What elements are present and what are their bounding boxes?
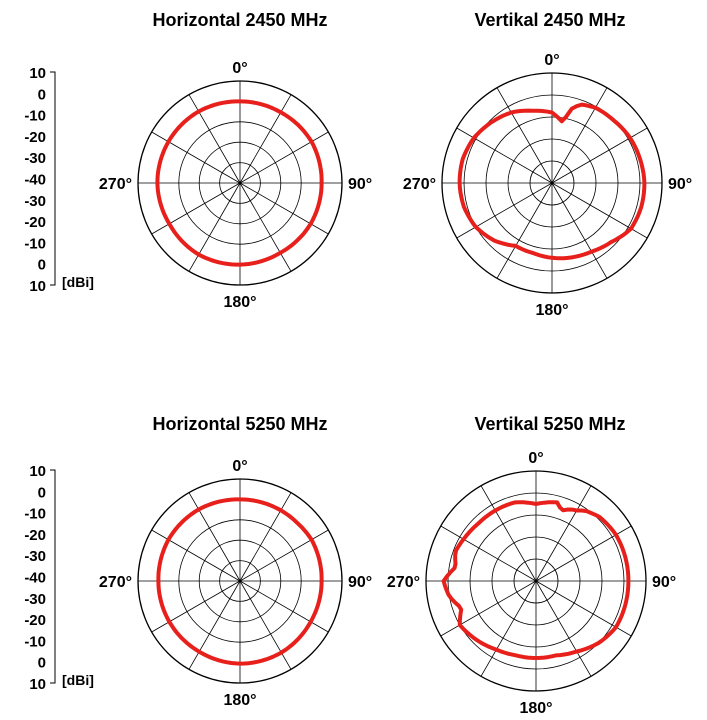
- grid-spoke: [551, 127, 648, 184]
- scale-tick-label: -30: [24, 150, 46, 167]
- angle-label-0: 0°: [232, 60, 247, 77]
- grid-spoke: [239, 131, 329, 184]
- scale-tick-label: 0: [38, 655, 46, 672]
- scale-tick-label: -10: [24, 506, 46, 523]
- grid-spoke: [496, 87, 553, 184]
- grid-spoke: [188, 94, 241, 184]
- angle-label-90: 90°: [348, 574, 372, 591]
- angle-label-90: 90°: [668, 176, 692, 193]
- chart-title: Vertikal 2450 MHz: [474, 10, 625, 30]
- scale-tick-label: -30: [24, 193, 46, 210]
- chart-title: Vertikal 5250 MHz: [474, 414, 625, 434]
- polar-chart-vertikal-5250: Vertikal 5250 MHz 0° 90° 180° 270°: [387, 414, 676, 717]
- angle-label-270: 270°: [403, 176, 436, 193]
- grid-spoke: [151, 580, 241, 633]
- pattern-series-line: [441, 500, 631, 660]
- grid-spoke: [239, 94, 292, 184]
- scale-tick-label: 0: [38, 86, 46, 103]
- grid-spoke: [239, 580, 292, 670]
- scale-tick-label: 10: [29, 278, 46, 295]
- scale-tick-label: -40: [24, 172, 46, 189]
- grid-spoke: [551, 87, 608, 184]
- scale-tick-label: -20: [24, 612, 46, 629]
- angle-label-270: 270°: [387, 574, 420, 591]
- grid-spoke: [239, 529, 329, 582]
- angle-label-0: 0°: [232, 458, 247, 475]
- grid-spoke: [440, 580, 537, 637]
- polar-chart-horizontal-2450: Horizontal 2450 MHz 0° 90° 180° 270°: [99, 10, 372, 311]
- scale-tick-label: -10: [24, 108, 46, 125]
- grid-spoke: [188, 580, 241, 670]
- scale-tick-label: -20: [24, 527, 46, 544]
- scale-tick-label: 10: [29, 676, 46, 693]
- angle-label-180: 180°: [223, 692, 256, 709]
- grid-spoke: [239, 182, 292, 272]
- scale-tick-label: -20: [24, 214, 46, 231]
- angle-label-0: 0°: [544, 52, 559, 69]
- pattern-series-line: [156, 497, 324, 666]
- scale-tick-label: -30: [24, 591, 46, 608]
- grid-spoke: [239, 580, 329, 633]
- grid-spoke: [440, 525, 537, 582]
- angle-label-90: 90°: [652, 574, 676, 591]
- angle-label-270: 270°: [99, 574, 132, 591]
- grid-spoke: [239, 492, 292, 582]
- dbi-scale-bottom: 10 0 -10 -20 -30 -40 -30 -20 -10 0 10 [dBi]: [24, 463, 94, 693]
- grid-spoke: [188, 182, 241, 272]
- chart-title: Horizontal 5250 MHz: [152, 414, 327, 434]
- dbi-scale-top: 10 0 -10 -20 -30 -40 -30 -20 -10 0 10 [dBi]: [24, 65, 94, 295]
- chart-title: Horizontal 2450 MHz: [152, 10, 327, 30]
- scale-tick-label: -20: [24, 129, 46, 146]
- grid-spoke: [456, 127, 553, 184]
- grid-spoke: [151, 529, 241, 582]
- grid-spoke: [535, 580, 592, 677]
- grid-spoke: [151, 131, 241, 184]
- scale-tick-label: -30: [24, 548, 46, 565]
- scale-bracket: [50, 469, 56, 684]
- angle-label-90: 90°: [348, 176, 372, 193]
- pattern-series-line: [155, 99, 324, 267]
- scale-unit-label: [dBi]: [62, 274, 94, 290]
- grid-spoke: [456, 182, 553, 239]
- scale-tick-label: -10: [24, 235, 46, 252]
- polar-chart-horizontal-5250: Horizontal 5250 MHz 0° 90° 180° 270°: [99, 414, 372, 709]
- angle-label-180: 180°: [519, 700, 552, 717]
- scale-tick-label: -40: [24, 570, 46, 587]
- scale-tick-label: 0: [38, 484, 46, 501]
- scale-tick-label: 10: [29, 463, 46, 480]
- angle-label-180: 180°: [223, 294, 256, 311]
- grid-spoke: [551, 182, 608, 279]
- polar-chart-vertikal-2450: Vertikal 2450 MHz 0° 90° 180° 270°: [403, 10, 692, 319]
- scale-tick-label: 0: [38, 257, 46, 274]
- angle-label-180: 180°: [535, 302, 568, 319]
- grid-spoke: [480, 485, 537, 582]
- scale-unit-label: [dBi]: [62, 672, 94, 688]
- grid-spoke: [239, 182, 329, 235]
- pattern-series-line: [457, 102, 647, 261]
- grid-spoke: [188, 492, 241, 582]
- grid-spoke: [151, 182, 241, 235]
- scale-tick-label: -10: [24, 633, 46, 650]
- grid-spoke: [535, 485, 592, 582]
- grid-spoke: [480, 580, 537, 677]
- angle-label-270: 270°: [99, 176, 132, 193]
- scale-bracket: [50, 71, 56, 286]
- scale-tick-label: 10: [29, 65, 46, 82]
- grid-spoke: [496, 182, 553, 279]
- grid-spoke: [551, 182, 648, 239]
- angle-label-0: 0°: [528, 450, 543, 467]
